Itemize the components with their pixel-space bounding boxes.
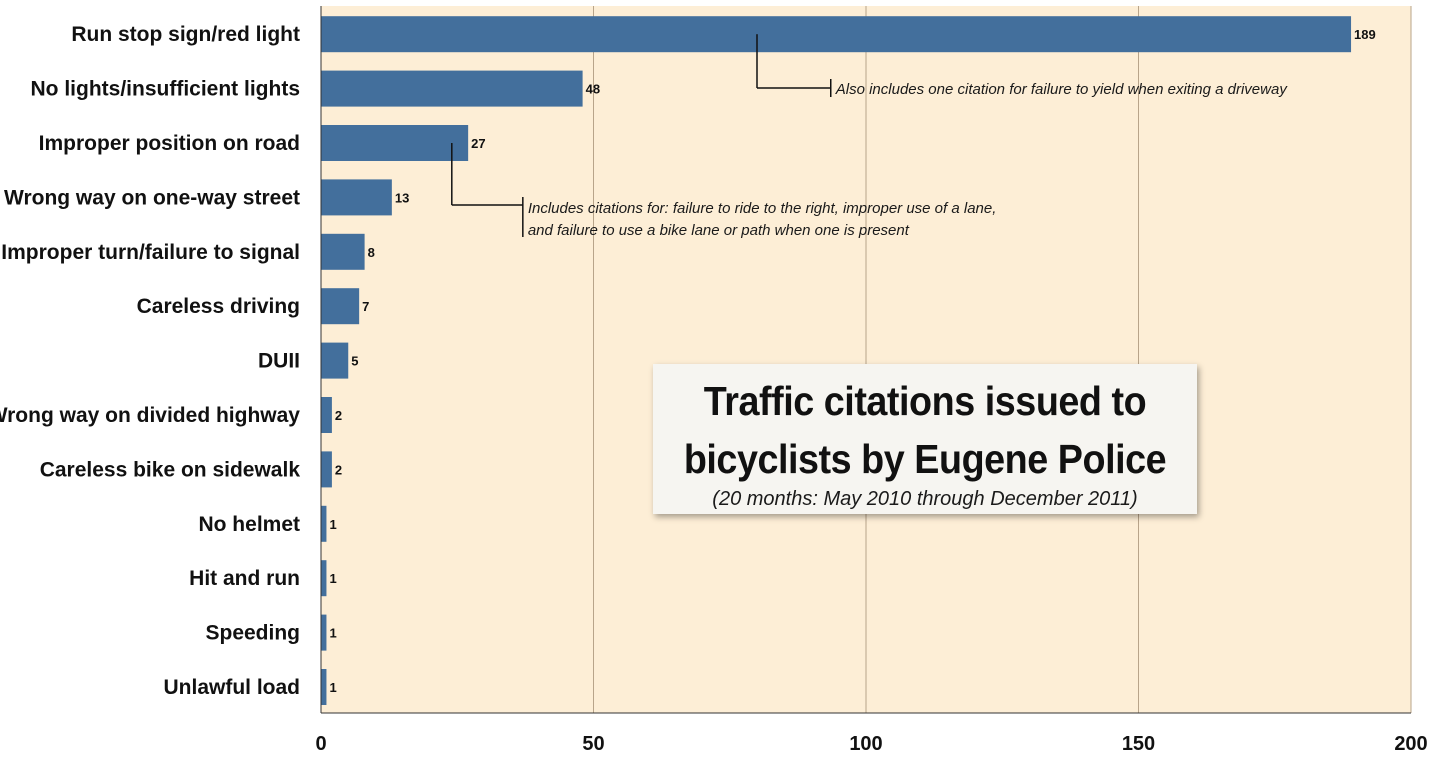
x-tick-label-0: 0 bbox=[315, 733, 326, 755]
bar-11 bbox=[321, 614, 327, 651]
chart-subtitle: (20 months: May 2010 through December 20… bbox=[712, 488, 1138, 510]
bar-7 bbox=[321, 397, 332, 433]
value-label-10: 1 bbox=[329, 571, 336, 586]
category-label-7: Wrong way on divided highway bbox=[0, 404, 300, 427]
value-label-9: 1 bbox=[329, 517, 336, 532]
bar-4 bbox=[321, 233, 365, 270]
x-tick-label-50: 50 bbox=[582, 733, 604, 755]
value-label-2: 27 bbox=[471, 136, 485, 151]
bar-9 bbox=[321, 505, 327, 542]
annotations: Also includes one citation for failure t… bbox=[451, 34, 1289, 239]
annotation-text-1-1: and failure to use a bike lane or path w… bbox=[528, 222, 910, 239]
x-tick-label-150: 150 bbox=[1122, 733, 1155, 755]
x-tick-label-200: 200 bbox=[1394, 733, 1427, 755]
bar-2 bbox=[321, 125, 469, 161]
value-label-4: 8 bbox=[368, 245, 375, 260]
category-label-8: Careless bike on sidewalk bbox=[40, 458, 301, 481]
bar-10 bbox=[321, 560, 327, 597]
category-label-6: DUII bbox=[258, 350, 300, 373]
category-label-1: No lights/insufficient lights bbox=[31, 78, 301, 101]
category-label-10: Hit and run bbox=[189, 567, 300, 590]
gridlines bbox=[593, 6, 1412, 713]
annotation-1: Includes citations for: failure to ride … bbox=[451, 143, 997, 239]
bar-8 bbox=[321, 451, 332, 488]
category-label-2: Improper position on road bbox=[39, 132, 300, 155]
category-label-4: Improper turn/failure to signal bbox=[1, 241, 300, 264]
category-label-12: Unlawful load bbox=[164, 676, 301, 699]
x-tick-label-100: 100 bbox=[849, 733, 882, 755]
value-label-0: 189 bbox=[1354, 27, 1376, 42]
chart-title-line-1: Traffic citations issued to bbox=[703, 378, 1147, 424]
x-axis-ticks: 0 50 100 150 200 bbox=[315, 733, 1427, 755]
category-labels: Run stop sign/red light No lights/insuffi… bbox=[0, 23, 300, 699]
value-label-3: 13 bbox=[395, 190, 409, 205]
annotation-text-0-0: Also includes one citation for failure t… bbox=[835, 81, 1289, 98]
value-label-8: 2 bbox=[335, 462, 342, 477]
annotation-0: Also includes one citation for failure t… bbox=[756, 34, 1289, 98]
bar-5 bbox=[321, 288, 360, 325]
bars bbox=[321, 16, 1352, 705]
bar-1 bbox=[321, 70, 583, 107]
chart-title-line-2: bicyclists by Eugene Police bbox=[683, 436, 1167, 482]
category-label-3: Wrong way on one-way street bbox=[4, 186, 300, 209]
annotation-text-1-0: Includes citations for: failure to ride … bbox=[528, 200, 997, 217]
value-label-12: 1 bbox=[329, 680, 336, 695]
bar-12 bbox=[321, 669, 327, 705]
category-label-11: Speeding bbox=[205, 622, 300, 645]
bar-0 bbox=[321, 16, 1352, 53]
value-label-7: 2 bbox=[335, 408, 342, 423]
chart-title-box: Traffic citations issued to bicyclists b… bbox=[653, 364, 1197, 514]
value-label-5: 7 bbox=[362, 299, 369, 314]
chart-title: Traffic citations issued to bicyclists b… bbox=[675, 372, 1175, 488]
category-label-9: No helmet bbox=[198, 513, 300, 536]
value-label-11: 1 bbox=[329, 626, 336, 641]
value-labels: 189 48 27 13 8 7 5 2 2 1 1 1 1 bbox=[329, 27, 1375, 695]
value-label-6: 5 bbox=[351, 354, 358, 369]
category-label-5: Careless driving bbox=[137, 295, 300, 318]
value-label-1: 48 bbox=[586, 82, 600, 97]
bar-3 bbox=[321, 179, 392, 216]
category-label-0: Run stop sign/red light bbox=[71, 23, 300, 46]
bar-6 bbox=[321, 342, 349, 379]
